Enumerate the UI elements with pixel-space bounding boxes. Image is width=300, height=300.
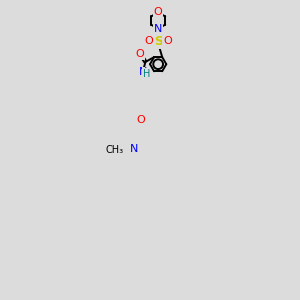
- Text: O: O: [154, 8, 163, 17]
- Text: O: O: [144, 36, 153, 46]
- Text: CH₃: CH₃: [106, 145, 124, 155]
- Text: N: N: [130, 144, 139, 154]
- Text: N: N: [154, 24, 162, 34]
- Text: N: N: [138, 68, 147, 77]
- Text: O: O: [137, 116, 146, 125]
- Text: S: S: [154, 35, 163, 48]
- Text: O: O: [164, 36, 172, 46]
- Text: O: O: [136, 49, 145, 59]
- Text: H: H: [143, 69, 151, 79]
